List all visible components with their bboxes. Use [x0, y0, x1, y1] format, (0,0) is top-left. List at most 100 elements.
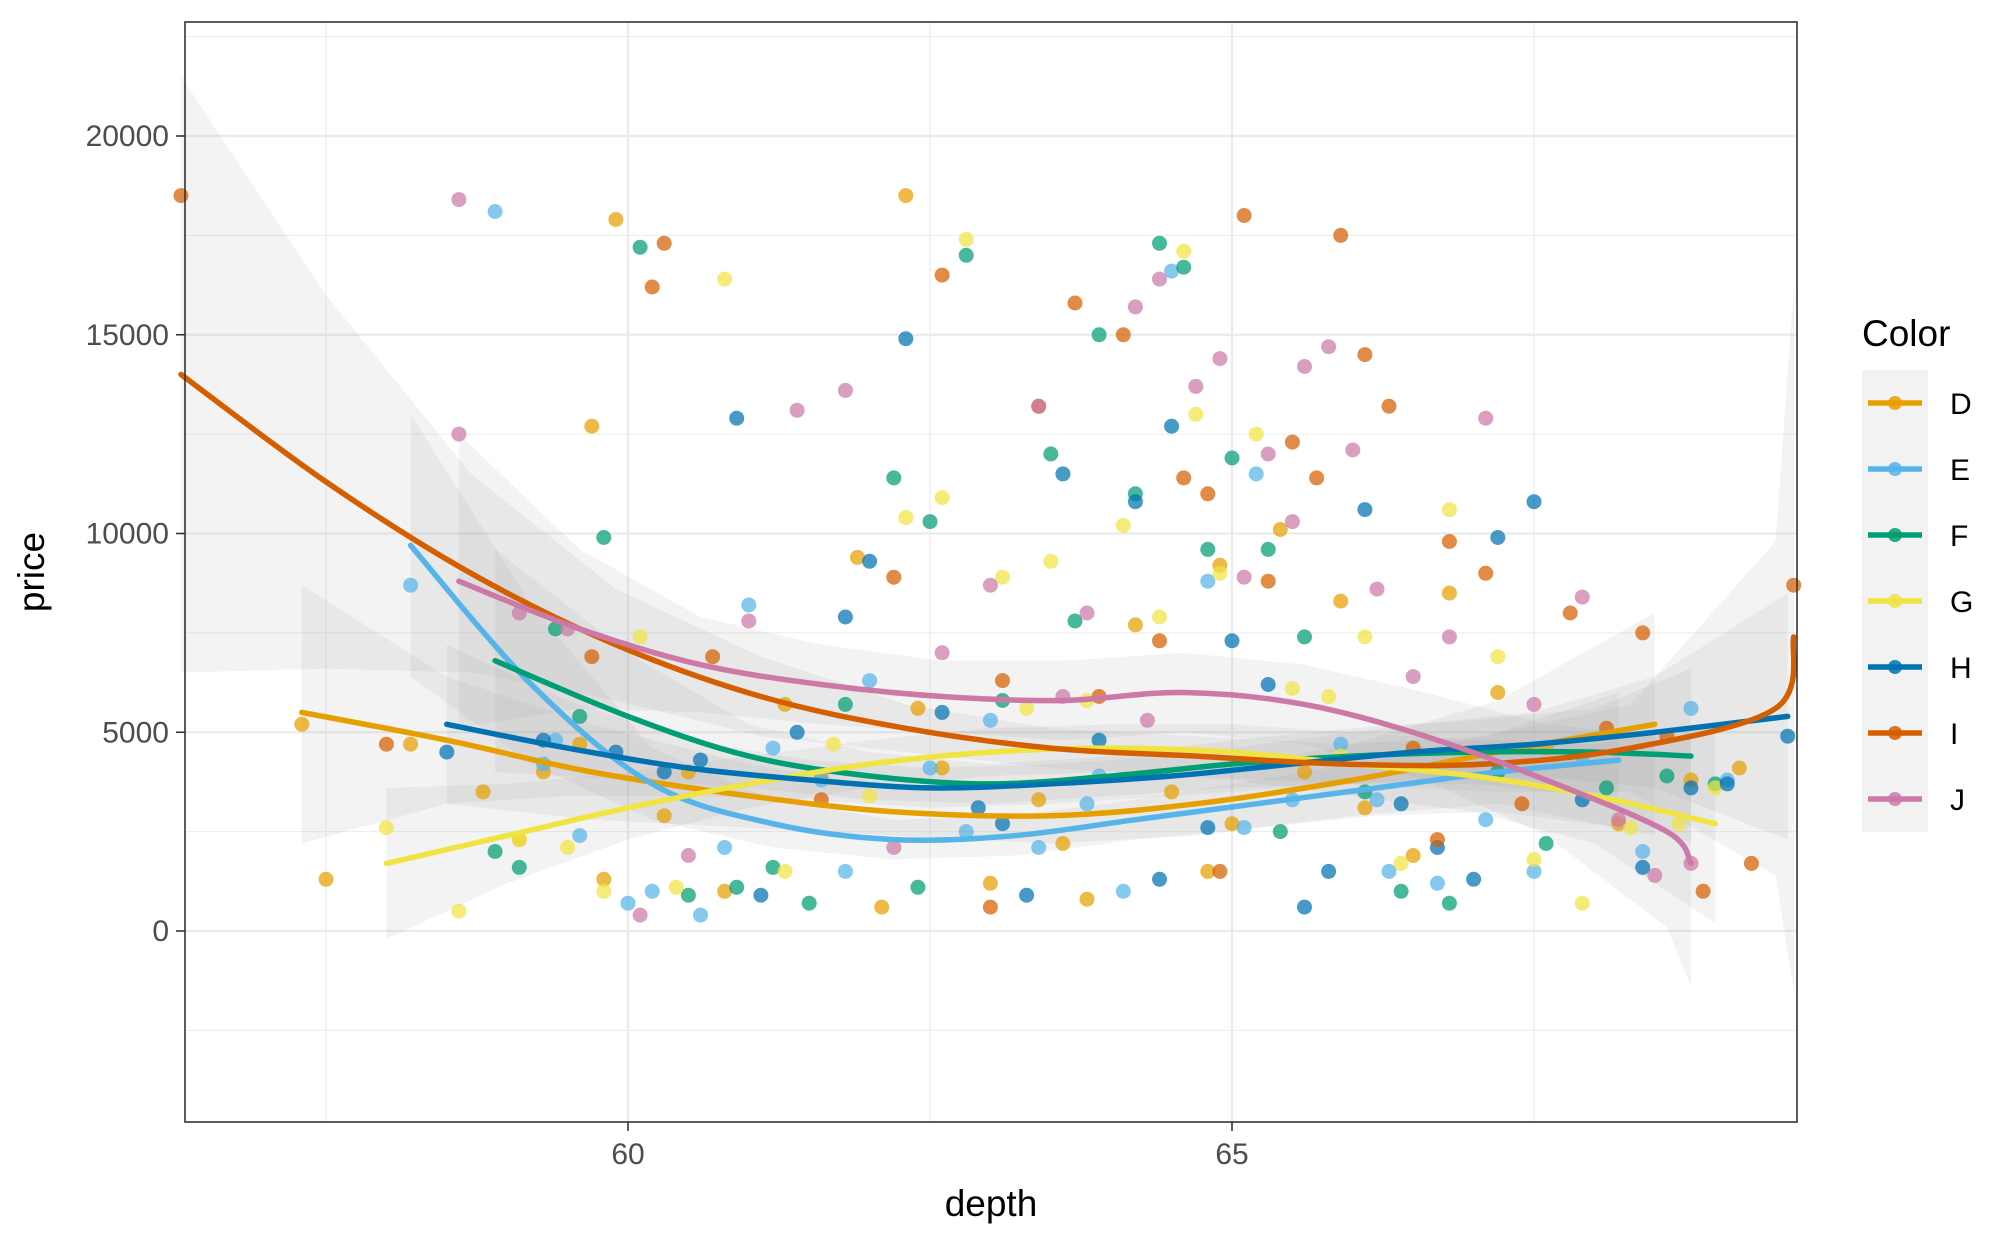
data-point-F [1091, 327, 1107, 343]
data-point-D [850, 549, 865, 565]
data-point-J [934, 645, 950, 661]
data-point-H [1393, 796, 1409, 812]
data-point-J [1369, 581, 1385, 597]
data-point-E [982, 712, 998, 728]
data-point-E [1429, 875, 1445, 891]
grid-lines [185, 22, 1797, 1122]
data-point-F [1043, 446, 1059, 462]
data-point-J [1212, 351, 1228, 367]
smooth-line-J [456, 578, 1694, 867]
data-point-F [487, 844, 503, 859]
data-point-H [1466, 871, 1482, 887]
data-point-J [1321, 339, 1337, 355]
data-point-I [1115, 327, 1131, 343]
data-point-H [693, 752, 708, 768]
data-point-I [1176, 470, 1192, 486]
data-point-D [584, 418, 600, 434]
legend-label-F: F [1950, 520, 1968, 553]
x-axis-title: depth [945, 1183, 1038, 1224]
legend-label-I: I [1950, 718, 1958, 751]
data-point-G [1188, 406, 1204, 422]
data-point-H [898, 331, 914, 347]
data-point-J [1079, 605, 1095, 621]
data-point-I [1441, 534, 1457, 549]
data-point-G [1043, 553, 1059, 569]
data-point-I [1514, 796, 1530, 812]
data-point-J [1260, 446, 1276, 462]
data-point-D [1200, 863, 1216, 879]
data-point-I [1635, 625, 1651, 641]
data-point-I [1309, 470, 1325, 486]
legend-label-D: D [1950, 388, 1972, 421]
data-point-E [1333, 736, 1349, 752]
data-point-J [1127, 299, 1143, 315]
y-tick-label: 0 [152, 915, 169, 948]
data-point-H [1127, 494, 1143, 510]
data-point-G [862, 788, 878, 804]
data-point-F [1599, 780, 1614, 796]
data-point-E [1248, 466, 1264, 482]
data-point-E [1236, 820, 1252, 836]
data-point-I [173, 188, 189, 204]
data-point-D [1224, 816, 1240, 832]
data-point-F [1272, 824, 1288, 840]
data-point-G [958, 231, 974, 247]
legend-key-point-E [1888, 462, 1902, 476]
data-point-J [451, 192, 467, 208]
data-point-D [1031, 792, 1047, 808]
data-point-D [1127, 617, 1143, 633]
data-point-D [1055, 836, 1071, 851]
smooth-lines [178, 371, 1797, 867]
data-point-H [970, 800, 986, 816]
smooth-line-F [492, 657, 1694, 787]
data-point-E [1031, 840, 1047, 855]
data-point-D [717, 883, 733, 899]
smooth-line-H [444, 713, 1791, 791]
data-point-I [644, 279, 660, 295]
data-point-I [934, 267, 950, 283]
data-point-I [705, 649, 721, 665]
legend-label-G: G [1950, 586, 1973, 619]
data-point-H [1526, 494, 1542, 510]
data-point-D [1405, 848, 1421, 863]
data-point-G [1176, 243, 1192, 259]
legend-key-point-I [1888, 726, 1902, 740]
data-point-G [1152, 609, 1167, 625]
legend-key-point-F [1888, 528, 1902, 542]
data-point-I [1357, 347, 1373, 363]
data-point-J [632, 907, 648, 923]
data-point-J [1188, 378, 1204, 394]
data-point-E [1635, 844, 1651, 859]
data-point-I [1743, 855, 1759, 871]
data-point-F [1393, 883, 1409, 899]
smooth-line-I [178, 371, 1797, 769]
data-point-G [995, 569, 1010, 585]
data-point-J [1441, 629, 1457, 645]
data-point-I [378, 736, 394, 752]
legend-label-J: J [1950, 784, 1965, 817]
data-point-E [922, 760, 938, 776]
data-point-G [1490, 649, 1506, 665]
data-point-E [1115, 883, 1131, 899]
data-point-F [596, 530, 612, 545]
data-point-G [1019, 700, 1035, 716]
data-point-J [1031, 398, 1047, 414]
data-point-H [1321, 863, 1337, 879]
data-point-D [982, 875, 998, 891]
data-point-F [1152, 235, 1167, 251]
data-point-E [862, 673, 878, 689]
data-point-E [765, 740, 781, 756]
data-point-D [1441, 585, 1457, 601]
data-point-G [451, 903, 467, 919]
data-point-H [1683, 780, 1699, 796]
legend-label-E: E [1950, 454, 1970, 487]
data-point-G [596, 883, 612, 899]
data-point-D [596, 871, 612, 887]
legend-label-H: H [1950, 652, 1972, 685]
data-point-H [753, 887, 769, 903]
data-point-I [1067, 295, 1083, 311]
data-point-E [1369, 792, 1385, 808]
axis-ticks: 60 65 0 5000 10000 15000 20000 [86, 120, 1249, 1171]
data-point-H [656, 764, 672, 780]
data-point-G [1707, 780, 1723, 796]
